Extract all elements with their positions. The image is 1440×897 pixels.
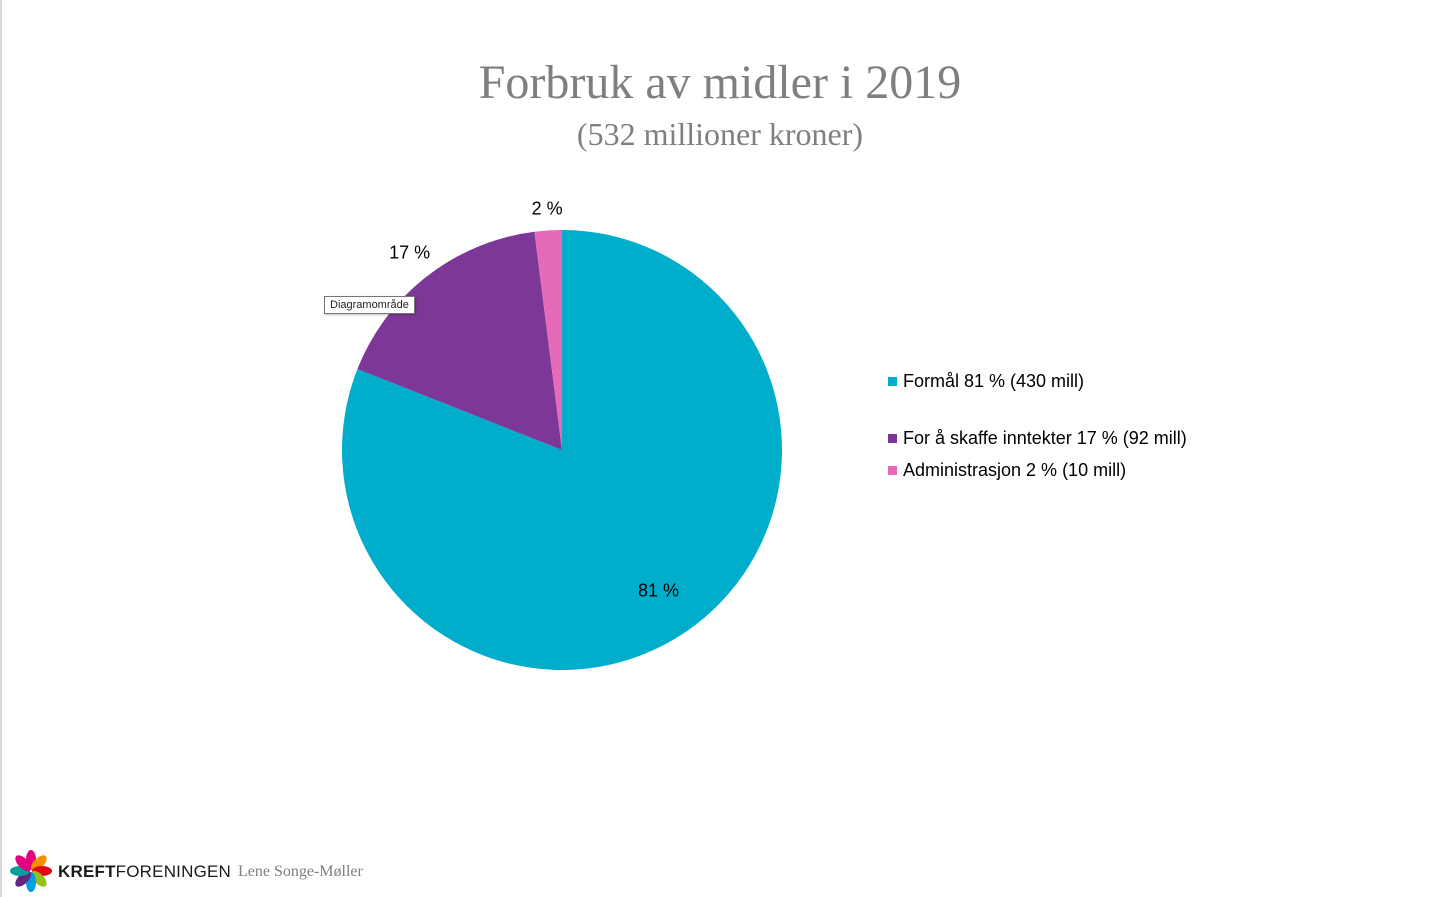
footer-author: Lene Songe-Møller [238, 863, 363, 880]
pie-slices [342, 230, 783, 670]
kreftforeningen-flower-logo-icon [10, 850, 52, 892]
data-label-1: 81 % [638, 581, 679, 601]
legend-swatch-3 [888, 466, 897, 475]
legend-item-3: Administrasjon 2 % (10 mill) [888, 459, 1188, 481]
pie-slice-2[interactable] [357, 231, 562, 450]
legend-item-2: For å skaffe inntekter 17 % (92 mill) [888, 427, 1188, 449]
data-label-3: 2 % [532, 199, 563, 219]
legend-swatch-2 [888, 434, 897, 443]
pie-data-labels: 81 % 17 % 2 % [389, 199, 679, 601]
chart-legend: Formål 81 % (430 mill) For å skaffe innte… [888, 370, 1188, 491]
legend-swatch-1 [888, 377, 897, 386]
slide-left-border [0, 0, 2, 897]
legend-label-1: Formål 81 % (430 mill) [903, 371, 1085, 391]
pie-slice-3[interactable] [534, 230, 562, 450]
footer-brand-bold: KREFT [58, 862, 116, 881]
legend-label-2: For å skaffe inntekter 17 % (92 mill) [903, 428, 1187, 448]
chart-area-tooltip: Diagramområde [324, 296, 415, 314]
pie-slice-1[interactable] [342, 230, 783, 670]
chart-title: Forbruk av midler i 2019 [478, 56, 962, 109]
chart-subtitle: (532 millioner kroner) [576, 116, 864, 152]
footer-brand: KREFTFORENINGEN [58, 862, 231, 882]
legend-label-3: Administrasjon 2 % (10 mill) [903, 460, 1127, 480]
footer-brand-regular: FORENINGEN [115, 862, 232, 881]
legend-item-1: Formål 81 % (430 mill) [888, 370, 1188, 392]
data-label-2: 17 % [389, 242, 430, 262]
